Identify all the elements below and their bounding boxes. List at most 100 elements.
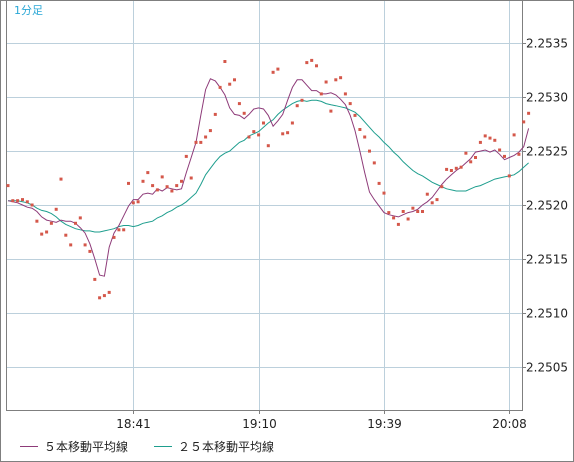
price-point [295, 104, 299, 108]
price-point [396, 222, 400, 226]
price-point [315, 64, 318, 68]
price-point [319, 92, 323, 96]
price-point [421, 210, 424, 213]
price-point [353, 113, 357, 117]
price-point [88, 249, 92, 253]
price-point [45, 230, 49, 234]
price-point [93, 277, 97, 281]
price-point [208, 129, 212, 133]
price-points [6, 58, 531, 300]
price-point [329, 109, 333, 113]
y-tick-label: 2.2525 [526, 145, 568, 159]
price-point [136, 200, 140, 204]
price-point [11, 199, 15, 203]
price-point [107, 290, 111, 294]
legend-label: ２５本移動平均線 [178, 439, 274, 454]
price-point [348, 102, 352, 106]
price-point [69, 243, 73, 247]
price-point [131, 201, 135, 205]
price-point [40, 232, 44, 236]
price-point [242, 111, 246, 115]
price-point [363, 135, 367, 139]
price-point [146, 171, 150, 175]
price-point [35, 219, 39, 223]
price-point [382, 191, 386, 195]
price-point [454, 166, 458, 170]
price-point [483, 134, 487, 138]
price-point [213, 112, 217, 116]
price-point [271, 70, 275, 74]
price-point [117, 228, 121, 232]
price-point [102, 294, 106, 298]
x-tick-label: 19:39 [367, 417, 402, 431]
price-point [358, 128, 362, 131]
price-point [151, 184, 155, 188]
price-point [16, 199, 20, 203]
price-point [54, 207, 58, 211]
price-point [517, 152, 521, 156]
price-point [498, 148, 502, 152]
price-point [430, 201, 434, 205]
price-point [392, 216, 396, 220]
price-point [305, 61, 309, 65]
price-point [276, 67, 280, 71]
price-point [83, 243, 87, 247]
price-point [25, 200, 29, 204]
price-point [478, 140, 482, 144]
price-point [266, 144, 270, 148]
ma5-series [7, 78, 530, 277]
y-tick-label: 2.2535 [526, 37, 568, 51]
price-point [406, 217, 410, 221]
price-point [488, 136, 492, 140]
price-point [127, 181, 130, 185]
price-point [233, 78, 236, 82]
price-point [78, 216, 82, 220]
price-point [218, 85, 222, 89]
price-point [416, 210, 420, 213]
grid [6, 0, 522, 410]
price-point [262, 121, 265, 125]
price-point [435, 198, 439, 202]
y-axis-ticks: 2.2535 2.2530 2.2525 2.2520 2.2515 2.2510 2.25… [522, 37, 568, 375]
y-tick-label: 2.2510 [526, 307, 568, 321]
price-point [459, 165, 463, 169]
price-point [21, 198, 24, 202]
price-point [527, 111, 531, 115]
price-point [440, 185, 444, 189]
price-point [310, 58, 314, 62]
price-point [387, 211, 391, 215]
price-point [411, 206, 415, 210]
x-axis-ticks: 18:41 19:10 19:39 20:08 [116, 410, 527, 431]
price-point [98, 296, 102, 300]
price-point [204, 135, 208, 139]
price-point [474, 156, 477, 159]
price-point [49, 221, 53, 225]
price-point [401, 210, 405, 213]
price-point [247, 135, 251, 139]
price-point [377, 181, 381, 185]
price-point [281, 132, 285, 136]
price-point [522, 120, 526, 124]
price-point [334, 78, 338, 82]
x-tick-label: 18:41 [116, 417, 151, 431]
price-point [449, 169, 453, 172]
price-point [199, 140, 203, 144]
price-point [343, 92, 347, 96]
price-point [74, 221, 77, 225]
price-point [290, 121, 294, 125]
price-point [286, 131, 290, 135]
price-point [155, 188, 159, 192]
price-point [445, 167, 449, 171]
y-tick-label: 2.2530 [526, 91, 568, 105]
price-point [194, 140, 198, 144]
y-tick-label: 2.2515 [526, 253, 568, 267]
price-point [493, 138, 497, 142]
price-point [189, 176, 193, 180]
price-point [252, 130, 256, 134]
price-point [170, 189, 174, 193]
price-point [257, 133, 261, 137]
price-point [165, 185, 169, 189]
price-point [64, 233, 68, 237]
x-tick-label: 20:08 [492, 417, 527, 431]
